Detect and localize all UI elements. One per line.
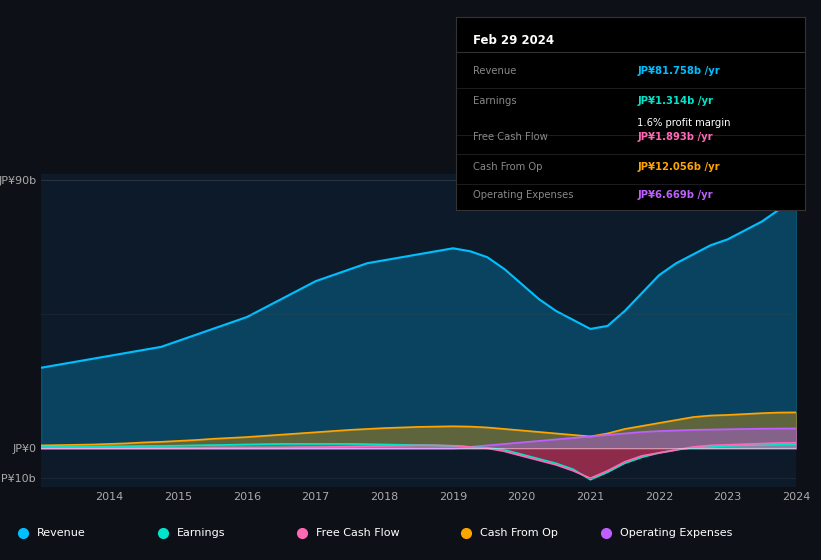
- Text: Revenue: Revenue: [37, 529, 85, 538]
- Text: Earnings: Earnings: [177, 529, 225, 538]
- Text: JP¥12.056b /yr: JP¥12.056b /yr: [637, 161, 720, 171]
- Text: Revenue: Revenue: [473, 66, 516, 76]
- Text: Earnings: Earnings: [473, 96, 516, 106]
- Text: Cash From Op: Cash From Op: [473, 161, 543, 171]
- Text: JP¥6.669b /yr: JP¥6.669b /yr: [637, 189, 713, 199]
- Text: Operating Expenses: Operating Expenses: [473, 189, 574, 199]
- Text: Cash From Op: Cash From Op: [480, 529, 558, 538]
- Text: Operating Expenses: Operating Expenses: [620, 529, 732, 538]
- Text: JP¥1.893b /yr: JP¥1.893b /yr: [637, 132, 713, 142]
- Text: 1.6% profit margin: 1.6% profit margin: [637, 118, 731, 128]
- Text: JP¥1.314b /yr: JP¥1.314b /yr: [637, 96, 713, 106]
- Text: Free Cash Flow: Free Cash Flow: [316, 529, 400, 538]
- Text: Feb 29 2024: Feb 29 2024: [473, 34, 554, 47]
- Text: Free Cash Flow: Free Cash Flow: [473, 132, 548, 142]
- Text: JP¥81.758b /yr: JP¥81.758b /yr: [637, 66, 720, 76]
